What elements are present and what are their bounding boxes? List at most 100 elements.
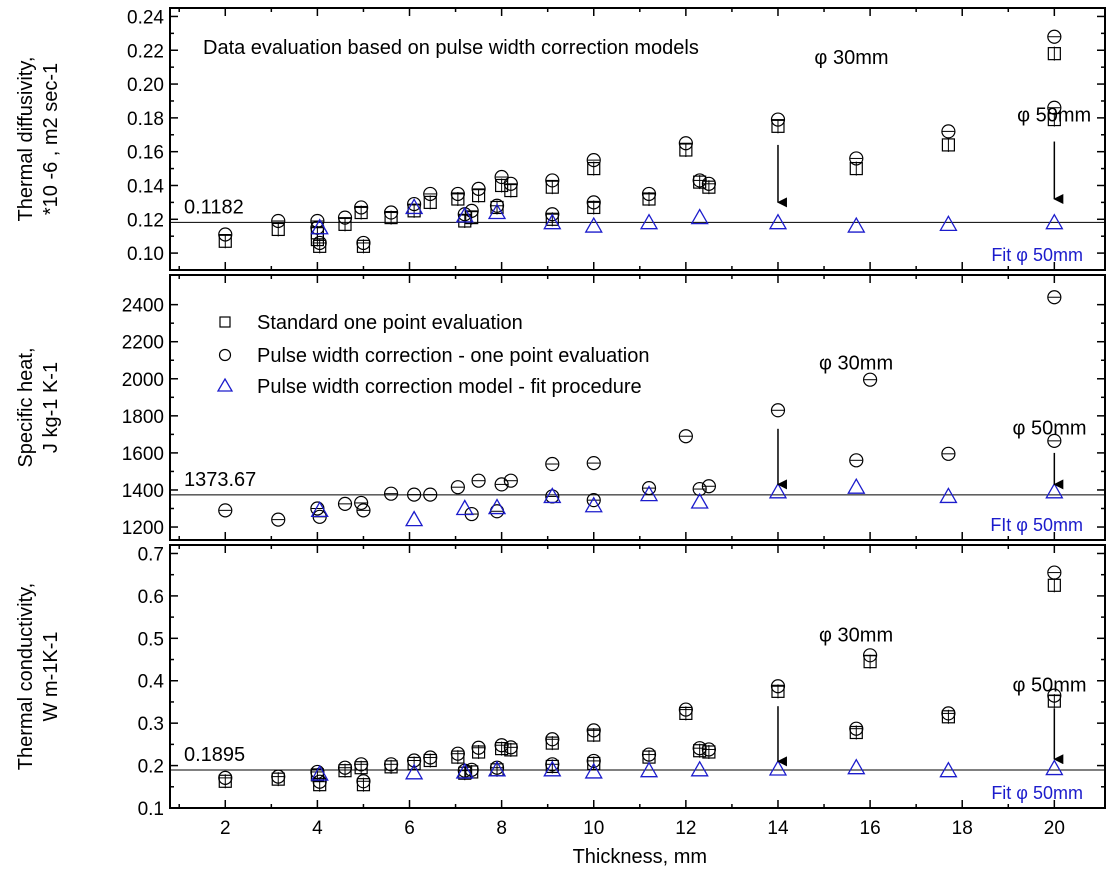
data-point-triangle	[584, 762, 603, 779]
diameter-annotation: φ 30mm	[819, 353, 893, 375]
data-point-circle	[701, 176, 716, 191]
data-point-circle	[941, 446, 956, 461]
plot-frame	[169, 7, 1106, 271]
data-point-triangle	[939, 487, 958, 504]
data-point-circle	[312, 235, 327, 251]
data-point-circle	[423, 487, 438, 502]
data-point-circle	[356, 503, 371, 518]
data-point-circle	[383, 486, 399, 501]
x-tick-label: 20	[1044, 818, 1065, 839]
data-point-circle	[1047, 688, 1062, 703]
y-tick-label: 0.10	[127, 244, 164, 265]
data-point-circle	[356, 235, 371, 251]
data-point-circle	[494, 738, 509, 753]
data-point-circle	[337, 496, 353, 511]
y-tick-label: 0.12	[127, 210, 164, 231]
x-tick-label: 2	[220, 818, 231, 839]
y-tick-label: 0.7	[138, 544, 164, 565]
data-point-circle	[423, 750, 438, 765]
y-tick-label: 0.4	[138, 672, 165, 693]
panel-conductivity: 0.1 0.2 0.3 0.4 0.5 0.6 0.7 Thermal conductivit…	[15, 544, 1106, 820]
data-point-circle	[586, 493, 601, 508]
y-axis-label-line: *10 -6 , m2 sec-1	[40, 63, 62, 215]
x-tick-label: 10	[583, 818, 604, 839]
data-point-triangle	[1045, 482, 1064, 499]
x-axis-label: Thickness, mm	[573, 846, 707, 868]
data-point-circle	[862, 372, 878, 387]
data-point-circle	[218, 770, 233, 785]
data-point-triangle	[639, 485, 659, 502]
data-point-circle	[770, 403, 786, 418]
legend-triangle-marker	[216, 377, 234, 392]
data-point-circle	[503, 176, 518, 191]
data-point-triangle	[455, 206, 474, 223]
data-point-triangle	[690, 208, 709, 225]
data-point-circle	[337, 760, 353, 775]
data-point-circle	[312, 774, 327, 789]
y-tick-label: 1200	[122, 518, 164, 539]
data-point-circle	[503, 473, 518, 488]
data-point-circle	[494, 169, 509, 185]
diameter-annotation: φ 50mm	[1017, 104, 1091, 126]
y-tick-label: 0.1	[138, 799, 164, 820]
x-tick-label: 8	[496, 818, 507, 839]
data-point-circle	[218, 503, 233, 518]
data-point-circle	[503, 740, 518, 755]
data-point-circle	[941, 706, 956, 721]
data-point-triangle	[939, 761, 958, 778]
y-tick-label: 0.24	[127, 7, 164, 28]
data-point-circle	[701, 742, 716, 757]
data-point-circle	[310, 764, 325, 780]
y-tick-label: 0.18	[127, 109, 164, 130]
y-tick-label: 2000	[122, 370, 164, 391]
series-triangle	[310, 758, 1064, 781]
y-tick-label: 1600	[122, 444, 164, 465]
data-point-triangle	[1045, 213, 1064, 230]
data-point-circle	[641, 747, 657, 762]
data-point-circle	[450, 186, 465, 202]
x-tick-label: 14	[767, 818, 789, 839]
data-point-circle	[471, 181, 486, 196]
panel-diffusivity: 0.10 0.12 0.14 0.16 0.18 0.20 0.22 0.24 Thermal …	[15, 7, 1106, 271]
series-square	[218, 578, 1061, 792]
data-point-circle	[692, 481, 707, 497]
data-point-circle	[586, 723, 601, 738]
plot-frame	[169, 544, 1106, 809]
fit-label: Fit φ 50mm	[991, 783, 1083, 803]
diameter-annotation: φ 30mm	[819, 624, 893, 646]
data-point-triangle	[690, 492, 709, 509]
y-axis-label-line: Thermal conductivity,	[15, 583, 37, 770]
data-point-triangle	[543, 487, 562, 504]
data-point-circle	[354, 757, 369, 772]
data-point-circle	[450, 746, 465, 761]
data-point-triangle	[455, 499, 474, 516]
diameter-annotation: φ 30mm	[814, 47, 888, 69]
data-point-circle	[941, 124, 956, 139]
data-point-triangle	[310, 764, 329, 781]
y-tick-label: 0.16	[127, 143, 164, 164]
data-point-triangle	[1045, 759, 1064, 776]
data-point-triangle	[768, 759, 788, 776]
data-point-triangle	[768, 482, 788, 499]
series-square	[218, 46, 1061, 254]
legend-label: Pulse width correction - one point evalu…	[257, 345, 649, 367]
data-point-triangle	[847, 758, 866, 775]
data-point-circle	[337, 210, 353, 225]
data-point-circle	[489, 198, 505, 213]
y-axis-label-line: Thermal diffusivity,	[15, 57, 37, 222]
x-tick-label: 18	[952, 818, 973, 839]
diameter-annotation: φ 50mm	[1012, 674, 1086, 696]
data-point-triangle	[847, 477, 866, 494]
x-tick-label: 6	[404, 818, 415, 839]
data-point-triangle	[584, 496, 603, 513]
data-point-circle	[692, 741, 707, 756]
data-point-triangle	[310, 501, 329, 517]
data-point-circle	[862, 648, 878, 663]
y-axis-label-line: W m-1K-1	[40, 632, 62, 722]
data-point-circle	[545, 456, 560, 472]
legend-label: Pulse width correction model - fit proce…	[257, 376, 642, 398]
data-point-triangle	[543, 213, 562, 230]
data-point-circle	[770, 112, 786, 127]
data-point-circle	[356, 774, 371, 789]
reference-value-label: 0.1895	[184, 744, 245, 766]
